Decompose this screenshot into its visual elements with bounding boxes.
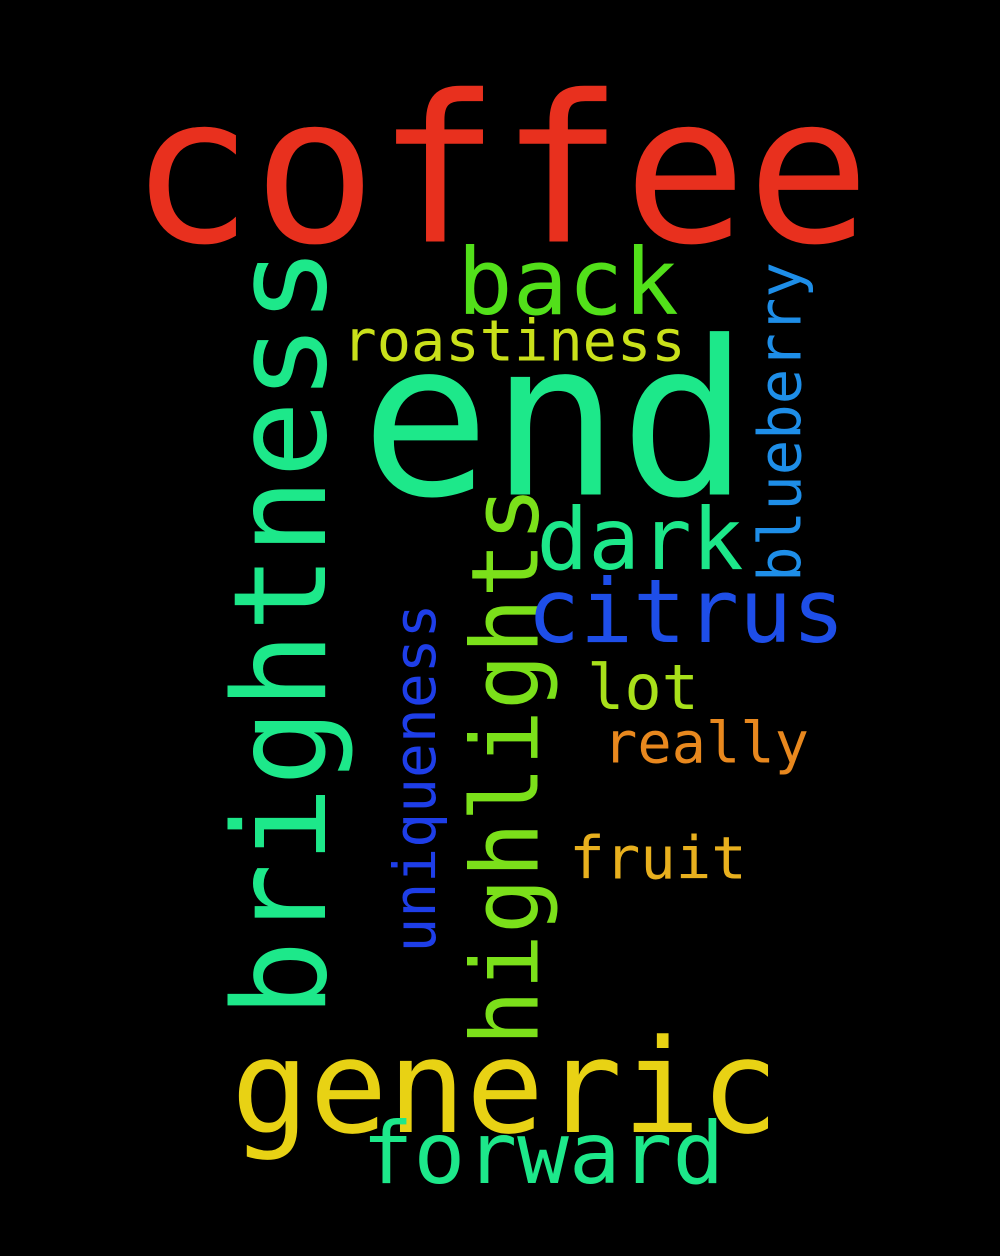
word-forward: forward xyxy=(361,1104,725,1204)
word-citrus: citrus xyxy=(527,560,845,663)
word-uniqueness: uniqueness xyxy=(381,603,449,953)
word-fruit: fruit xyxy=(569,823,747,893)
word-generic: generic xyxy=(231,1011,779,1163)
word-end: end xyxy=(360,294,750,546)
word-blueberry: blueberry xyxy=(745,262,815,582)
word-dark: dark xyxy=(536,490,744,590)
word-coffee: coffee xyxy=(129,52,871,291)
word-brightness: brightness xyxy=(207,246,356,1018)
word-roastiness: roastiness xyxy=(342,308,686,375)
word-back: back xyxy=(457,229,679,336)
word-lot: lot xyxy=(587,651,699,724)
word-really: really xyxy=(603,710,809,777)
